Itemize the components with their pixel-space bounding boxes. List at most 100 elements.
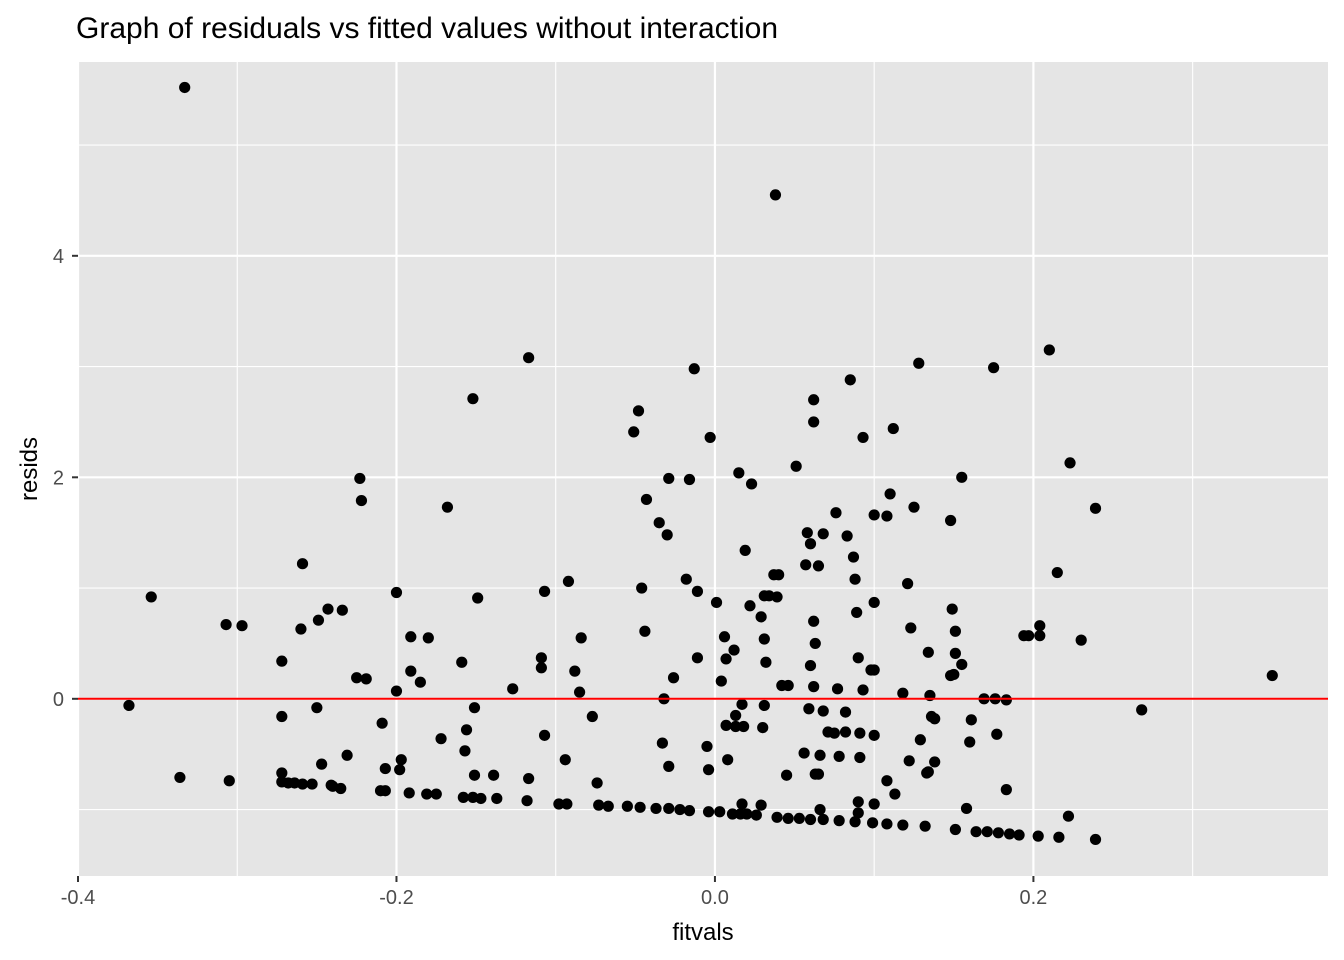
data-point	[459, 745, 471, 757]
data-point	[296, 558, 309, 570]
data-point	[804, 813, 817, 826]
data-point	[457, 791, 469, 803]
data-point	[949, 823, 961, 836]
data-point	[421, 788, 433, 800]
data-point	[1034, 630, 1046, 642]
data-point	[722, 754, 734, 766]
data-point	[798, 747, 810, 759]
data-point	[852, 807, 864, 819]
data-point	[988, 362, 1000, 374]
plot-panel	[78, 62, 1328, 876]
data-point	[866, 817, 879, 829]
data-point	[744, 600, 756, 612]
data-point	[808, 416, 820, 428]
data-point	[852, 796, 864, 808]
data-point	[179, 81, 191, 94]
data-point	[738, 720, 750, 733]
data-point	[521, 795, 533, 807]
data-point	[852, 652, 864, 664]
y-tick-label: 4	[53, 246, 64, 268]
data-point	[468, 702, 481, 714]
data-point	[561, 798, 573, 810]
data-point	[1013, 829, 1025, 841]
data-point	[335, 782, 347, 795]
data-point	[801, 527, 813, 539]
data-point	[535, 652, 547, 664]
data-point	[355, 494, 368, 507]
data-point	[960, 802, 973, 815]
data-point	[145, 591, 157, 603]
data-point	[123, 699, 135, 712]
data-point	[468, 769, 481, 781]
data-point	[491, 792, 503, 805]
data-point	[760, 656, 772, 668]
data-point	[750, 809, 762, 821]
data-point	[812, 768, 825, 780]
data-point	[949, 647, 961, 659]
x-axis: -0.4 -0.2 0.0 0.2	[61, 876, 1047, 909]
data-point	[488, 769, 500, 781]
data-point	[683, 805, 696, 817]
data-point	[636, 582, 648, 594]
data-point	[889, 788, 901, 800]
data-point	[730, 720, 742, 733]
data-point	[808, 394, 820, 406]
data-point	[964, 736, 976, 748]
data-point	[814, 803, 826, 816]
data-point	[593, 799, 605, 811]
data-point	[839, 706, 852, 718]
data-point	[535, 662, 547, 674]
data-point	[745, 478, 758, 490]
data-point	[621, 800, 633, 812]
x-tick-label: -0.4	[61, 887, 95, 909]
data-point	[523, 772, 535, 785]
data-point	[656, 737, 668, 749]
data-point	[736, 798, 748, 810]
data-point	[902, 578, 914, 590]
data-point	[830, 507, 842, 519]
data-point	[236, 620, 248, 632]
data-point	[653, 517, 665, 529]
data-point	[914, 734, 926, 746]
data-point	[663, 802, 675, 815]
data-point	[991, 728, 1003, 740]
data-point	[306, 778, 318, 790]
data-point	[808, 681, 820, 693]
data-point	[591, 777, 603, 789]
data-point	[691, 585, 704, 597]
data-point	[1053, 831, 1065, 843]
data-point	[1000, 694, 1012, 706]
data-point	[782, 679, 794, 692]
data-point	[814, 749, 826, 761]
data-point	[922, 646, 934, 658]
x-tick-label: 0.0	[701, 887, 729, 909]
data-point	[817, 705, 829, 717]
data-point	[639, 625, 651, 637]
data-point	[857, 431, 869, 444]
data-point	[628, 426, 640, 438]
data-point	[1023, 630, 1035, 642]
data-point	[733, 467, 745, 479]
data-point	[739, 544, 751, 557]
data-point	[586, 710, 598, 723]
data-point	[276, 767, 288, 779]
data-point	[322, 603, 334, 615]
data-point	[854, 727, 866, 739]
data-point	[897, 819, 909, 831]
data-point	[809, 637, 821, 650]
data-point	[295, 623, 307, 635]
data-point	[311, 702, 323, 714]
data-point	[1266, 669, 1278, 682]
data-point	[921, 767, 933, 779]
data-point	[981, 826, 993, 838]
data-point	[714, 806, 726, 818]
data-point	[758, 633, 770, 645]
data-point	[884, 488, 896, 500]
chart-title: Graph of residuals vs fitted values with…	[76, 12, 778, 45]
data-point	[817, 813, 829, 826]
data-point	[559, 754, 571, 766]
data-point	[726, 808, 739, 820]
data-point	[949, 625, 961, 637]
data-point	[849, 816, 861, 828]
data-point	[857, 684, 869, 696]
